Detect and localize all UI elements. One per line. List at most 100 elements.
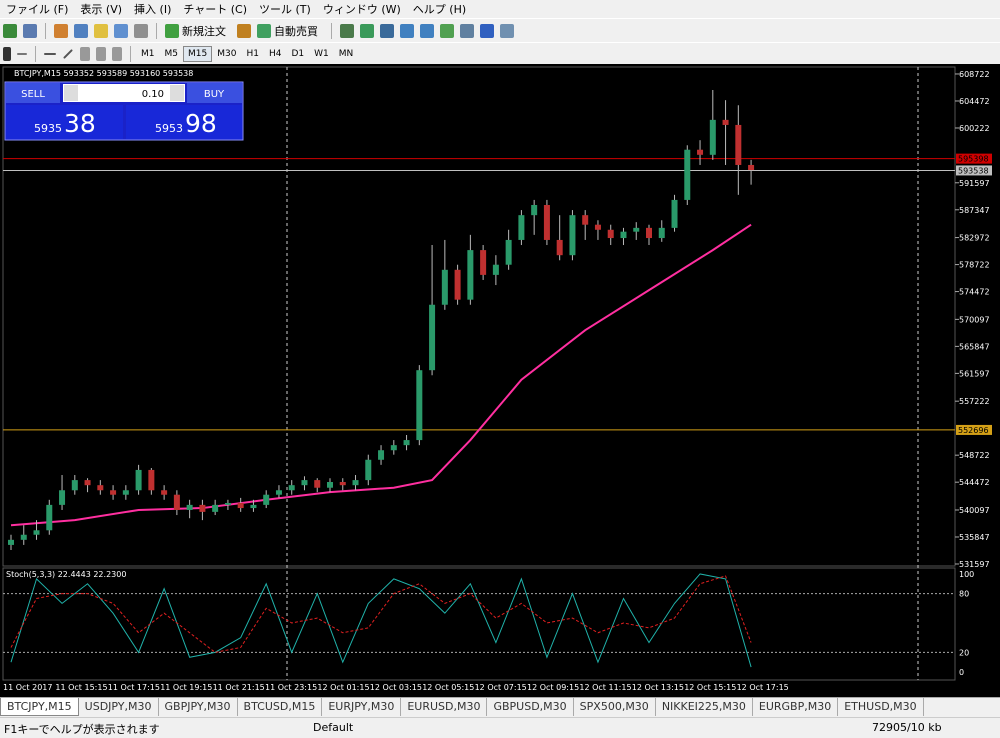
icon[interactable] [460,23,474,38]
candle-body [556,239,563,256]
x-tick-label: 12 Oct 15:15 [684,683,736,692]
chart: BTCJPY,M15 593352 593589 593160 593538 S… [0,64,1000,697]
icon[interactable] [400,23,414,38]
timeframe[interactable]: H4 [268,48,282,59]
chart-tab[interactable]: GBPJPY,M30 [159,698,238,716]
menu-item[interactable]: ファイル (F) [6,3,69,16]
candle-body [352,480,359,486]
y-tick-label: 608722 [959,70,990,79]
x-tick-label: 12 Oct 05:15 [422,683,474,692]
menu-item[interactable]: ウィンドウ (W) [322,3,401,16]
chart-tab[interactable]: USDJPY,M30 [79,698,159,716]
timeframe[interactable]: MN [338,48,354,59]
candle-body [71,480,78,491]
icon[interactable] [380,23,394,38]
icon[interactable] [74,23,88,38]
candle-body [671,199,678,228]
ask-box[interactable] [126,105,242,139]
y-tick-label: 540097 [959,506,990,515]
timeframe[interactable]: M1 [141,48,155,59]
icon[interactable] [80,46,90,61]
candle-body [518,215,525,240]
icon[interactable] [23,23,37,38]
y-tick-label: 578722 [959,261,990,270]
timeframe[interactable]: W1 [314,48,329,59]
bid-box[interactable] [6,105,123,139]
timeframe[interactable]: M15 [183,45,213,62]
price-label: 593538 [958,166,989,175]
icon[interactable] [165,23,179,38]
timeframe[interactable]: H1 [246,48,259,59]
menu-item[interactable]: 表示 (V) [80,3,123,16]
chart-tab[interactable]: EURUSD,M30 [401,698,488,716]
chart-tab[interactable]: NIKKEI225,M30 [656,698,753,716]
status-help: F1キーでヘルプが表示されます [4,723,160,736]
chart-tab[interactable]: EURJPY,M30 [322,698,402,716]
chart-tab[interactable]: GBPUSD,M30 [487,698,574,716]
menu-item[interactable]: ヘルプ (H) [412,3,467,16]
candle-body [390,445,397,451]
menu-item[interactable]: チャート (C) [183,3,248,16]
icon[interactable] [54,23,68,38]
status-traffic: 72905/10 kb [872,721,942,734]
icon[interactable] [112,46,122,61]
icon[interactable] [480,23,494,38]
candle-body [8,539,14,545]
lot-value[interactable]: 0.10 [142,89,164,100]
candle-body [416,370,423,441]
sell-label[interactable]: SELL [21,89,45,100]
icon[interactable] [440,23,454,38]
candle-body [20,534,27,540]
separator [156,22,157,39]
separator [35,45,36,62]
candle-body [543,204,550,240]
candle-body [492,264,499,275]
icon[interactable] [420,23,434,38]
chart-tab[interactable]: BTCUSD,M15 [238,698,323,716]
icon[interactable] [114,23,128,38]
candle-body [46,504,53,531]
price-label-bg [956,165,992,176]
icon[interactable] [63,48,73,59]
icon[interactable] [500,23,514,38]
y-tick-label: 544472 [959,478,990,487]
candle-body [250,504,257,509]
icon[interactable] [257,23,271,38]
new-order[interactable]: 新規注文 [182,24,226,38]
y-tick-label: 565847 [959,342,990,351]
auto-trade[interactable]: 自動売買 [274,24,318,38]
sell-button[interactable] [6,83,60,103]
timeframe[interactable]: M5 [164,48,179,59]
lot-input[interactable] [63,84,185,102]
separator [45,22,46,39]
candle-body [97,485,104,491]
icon[interactable] [237,23,251,38]
icon[interactable] [360,23,374,38]
menu-item[interactable]: ツール (T) [259,3,311,16]
chart-tab[interactable]: EURGBP,M30 [753,698,839,716]
icon[interactable] [17,52,27,55]
buy-button[interactable] [187,83,242,103]
bid-small: 38 [64,109,96,138]
icon[interactable] [3,23,17,38]
y-tick-label: 582972 [959,234,990,243]
price-label: 595398 [958,155,989,164]
candle-body [429,304,436,371]
toolbar: 新規注文 自動売買 [0,18,1000,43]
x-tick-label: 11 Oct 23:15 [265,683,317,692]
timeframe[interactable]: D1 [291,48,305,59]
icon[interactable] [3,46,11,61]
icon[interactable] [340,23,354,38]
icon[interactable] [94,23,108,38]
chart-tab[interactable]: BTCJPY,M15 [0,698,79,716]
icon[interactable] [134,23,148,38]
price-label-bg [956,153,992,164]
menu-item[interactable]: 挿入 (I) [134,3,172,16]
icon[interactable] [44,52,56,55]
chart-tab[interactable]: SPX500,M30 [574,698,656,716]
chart-tab[interactable]: ETHUSD,M30 [838,698,924,716]
buy-label[interactable]: BUY [204,89,225,100]
timeframe[interactable]: M30 [217,48,237,59]
icon[interactable] [96,46,106,61]
stoch-tick-label: 80 [959,590,969,599]
